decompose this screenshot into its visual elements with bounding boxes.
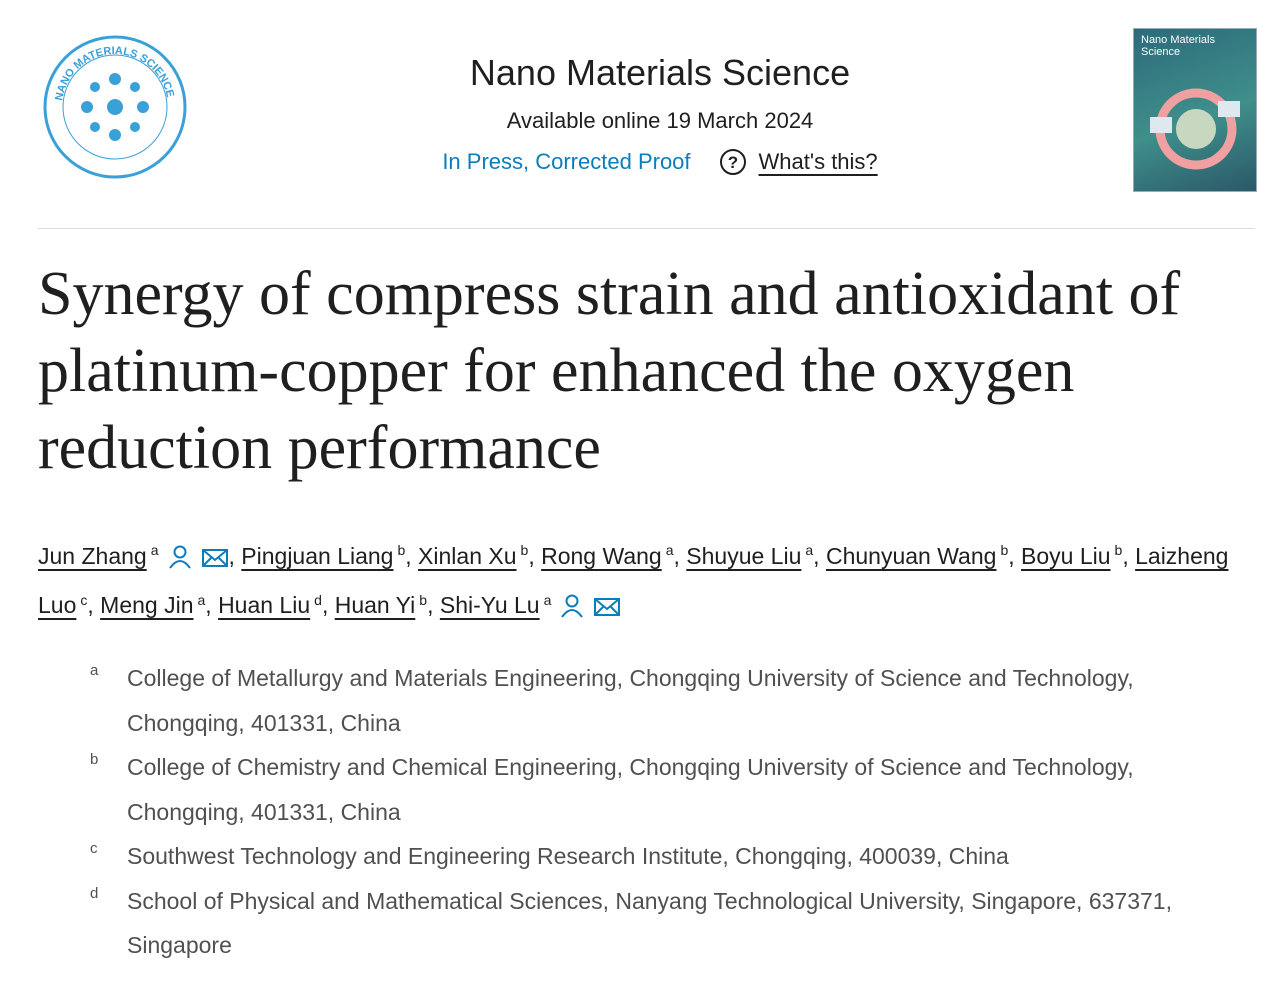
author-name[interactable]: Meng Jin [100,592,194,619]
author-name[interactable]: Shuyue Liu [686,542,802,569]
author: Shuyue Liu a, [686,542,820,569]
author: Jun Zhang a, [38,542,235,570]
separator: , [205,592,212,619]
journal-header: Nano Materials Science Available online … [300,52,1020,176]
affiliation-marker[interactable]: a [543,591,552,608]
affiliation-marker[interactable]: d [314,591,322,608]
article-status[interactable]: In Press, Corrected Proof [442,149,691,174]
affiliation-label: b [90,751,99,768]
affiliation-marker[interactable]: b [1114,542,1123,558]
separator: , [228,542,235,569]
author-name[interactable]: Chunyuan Wang [825,542,997,569]
author: Shi-Yu Lu a [440,592,622,618]
journal-cover[interactable]: Nano Materials Science [1133,28,1257,192]
affiliation: b College of Chemistry and Chemical Engin… [90,745,1220,834]
status-line: In Press, Corrected Proof ? What's this? [300,148,1020,176]
affiliation: d School of Physical and Mathematical Sci… [90,879,1220,968]
affiliation-text: Southwest Technology and Engineering Res… [127,843,1009,869]
email-icon[interactable] [201,546,229,570]
author-name[interactable]: Jun Zhang [38,542,147,569]
affiliation-marker[interactable]: b [419,591,428,608]
separator: , [87,592,94,619]
author: Xinlan Xu b, [418,542,535,569]
affiliation-marker[interactable]: b [1000,542,1009,558]
help-text[interactable]: What's this? [758,149,878,174]
affiliation-text: College of Metallurgy and Materials Engi… [127,665,1134,736]
separator: , [673,542,680,569]
author-name[interactable]: Laizheng Luo [38,542,1229,619]
author: Pingjuan Liang b, [241,542,412,569]
author-name[interactable]: Rong Wang [541,542,662,569]
separator: , [813,542,820,569]
separator: , [528,542,535,569]
separator: , [405,542,412,569]
journal-logo[interactable]: NANO MATERIALS SCIENCE [42,34,188,180]
affiliation-marker[interactable]: a [150,542,159,558]
author: Huan Yi b, [334,591,434,619]
affiliation-marker[interactable]: a [665,542,674,558]
author-icon[interactable] [559,593,585,619]
email-icon[interactable] [593,595,621,619]
author-list: Jun Zhang a, Pingjuan Liang b, Xinlan Xu b,… [38,528,1248,627]
author: Meng Jin a, [100,591,212,619]
cover-art [1150,88,1240,170]
separator: , [1122,542,1129,569]
author-name[interactable]: Boyu Liu [1021,542,1111,569]
author-icon[interactable] [167,544,193,570]
help-icon: ? [719,149,746,175]
affiliation-marker[interactable]: b [520,542,529,558]
article-title: Synergy of compress strain and antioxida… [38,260,1181,482]
author: Rong Wang a, [541,542,680,569]
author: Huan Liu d, [218,591,329,619]
affiliation-marker[interactable]: b [397,542,406,558]
author: Boyu Liu b, [1021,542,1129,569]
affiliation-label: c [90,840,98,857]
affiliation: a College of Metallurgy and Materials Eng… [90,656,1220,745]
affiliation-marker[interactable]: a [197,591,206,608]
affiliation-label: a [90,662,99,679]
affiliation-marker[interactable]: a [805,542,814,558]
svg-text:?: ? [727,153,737,172]
author-name[interactable]: Xinlan Xu [418,542,517,569]
help-link[interactable]: ? What's this? [719,148,878,176]
divider [38,228,1255,229]
author: Laizheng Luo c, [38,543,1228,619]
affiliation-text: College of Chemistry and Chemical Engine… [127,754,1134,825]
affiliation: c Southwest Technology and Engineering Re… [90,834,1220,879]
author-name[interactable]: Huan Liu [218,592,311,619]
affiliation-label: d [90,884,99,902]
affiliation-text: School of Physical and Mathematical Scie… [127,887,1172,959]
author-name[interactable]: Shi-Yu Lu [439,592,540,619]
separator: , [1008,542,1015,569]
affiliation-list: a College of Metallurgy and Materials Eng… [90,656,1220,968]
separator: , [427,592,434,619]
journal-name[interactable]: Nano Materials Science [469,52,851,93]
author-name[interactable]: Huan Yi [334,592,416,619]
author-name[interactable]: Pingjuan Liang [241,542,394,569]
separator: , [321,592,329,619]
publication-date: Available online 19 March 2024 [506,108,814,133]
cover-title: Nano Materials Science [1141,34,1215,58]
affiliation-marker[interactable]: c [80,591,88,608]
author: Chunyuan Wang b, [825,542,1015,569]
